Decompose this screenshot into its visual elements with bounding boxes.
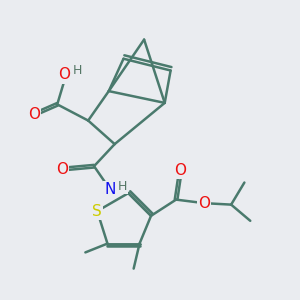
Text: O: O [175,163,187,178]
Text: H: H [73,64,82,77]
Text: O: O [56,162,68,177]
Text: S: S [92,204,102,219]
Text: H: H [118,180,127,193]
Text: O: O [198,196,210,211]
Text: O: O [28,107,40,122]
Text: N: N [105,182,116,197]
Text: O: O [58,68,70,82]
